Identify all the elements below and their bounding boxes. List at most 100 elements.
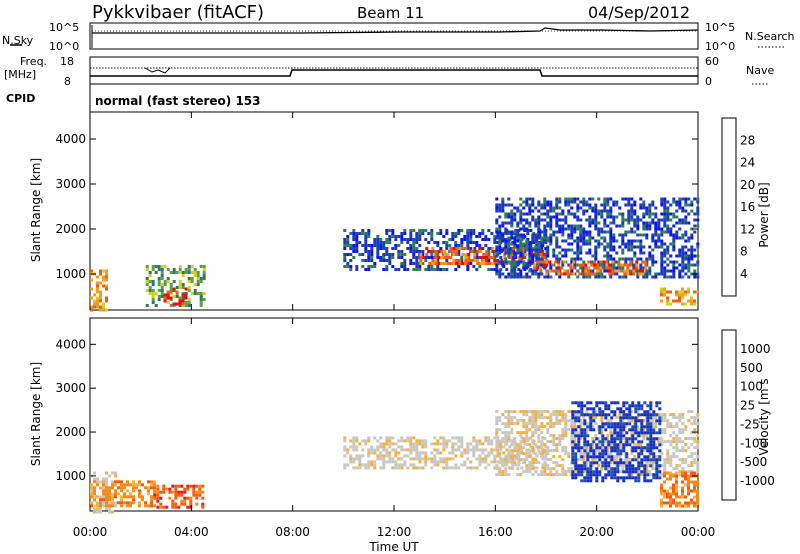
data-cell [654,227,658,231]
data-cell [687,203,691,207]
data-cell [595,455,599,459]
data-cell [586,479,590,483]
data-cell [523,442,527,446]
data-cell [574,458,578,462]
data-cell [649,404,653,408]
data-cell [636,269,640,273]
data-cell [484,454,488,458]
data-cell [636,224,640,228]
data-cell [549,221,553,225]
data-cell [567,263,571,267]
data-cell [382,460,386,464]
data-cell [546,212,550,216]
data-cell [546,410,550,414]
data-cell [510,449,514,453]
data-cell [403,463,407,467]
data-cell [678,272,682,276]
data-cell [675,200,679,204]
data-cell [666,425,670,429]
data-cell [153,483,156,487]
data-cell [594,215,598,219]
data-cell [600,212,604,216]
data-cell [621,419,625,423]
data-cell [669,464,673,468]
data-cell [439,442,443,446]
data-cell [654,239,658,243]
data-cell [150,480,153,484]
data-cell [639,239,643,243]
data-cell [516,473,520,477]
data-cell [621,212,625,216]
data-cell [364,463,368,467]
data-cell [491,247,495,250]
data-cell [516,221,520,225]
data-cell [475,439,479,443]
data-cell [546,464,550,468]
data-cell [666,419,670,423]
data-cell [696,489,699,493]
data-cell [184,293,188,297]
data-cell [696,501,699,505]
data-cell [681,458,685,462]
data-cell [487,250,491,253]
data-cell [543,218,547,222]
data-cell [636,410,640,414]
data-cell [451,232,455,235]
data-cell [612,215,616,219]
data-cell [376,250,380,253]
data-cell [391,247,395,250]
data-cell [633,200,637,204]
data-cell [484,448,488,452]
data-cell [531,203,535,207]
data-cell [678,449,682,453]
data-cell [533,266,537,270]
data-cell [606,434,610,438]
data-cell [612,458,616,462]
data-cell [605,266,609,270]
data-cell [678,431,682,435]
data-cell [655,413,659,417]
data-cell [443,253,447,256]
data-cell [597,437,601,441]
data-cell [615,416,619,420]
data-cell [687,290,690,294]
data-cell [564,416,568,420]
data-cell [507,422,511,426]
data-cell [634,449,638,453]
data-cell [451,451,455,455]
data-cell [610,440,614,444]
data-cell [421,466,425,470]
data-cell [618,413,622,417]
colorbar-tick-label: 20 [740,178,755,192]
data-cell [606,437,610,441]
data-cell [507,473,511,477]
data-cell [505,268,509,271]
data-cell [96,507,99,511]
data-cell [615,458,619,462]
data-cell [487,454,491,458]
data-cell [693,248,697,252]
data-cell [513,275,517,279]
data-cell [637,476,641,480]
data-cell [580,446,584,450]
data-cell [652,431,656,435]
data-cell [498,440,502,444]
data-cell [199,292,203,295]
data-cell [421,439,425,443]
data-cell [651,275,655,279]
data-cell [537,410,541,414]
data-cell [522,419,526,423]
data-cell [634,425,638,429]
data-cell [598,455,602,459]
data-cell [597,242,601,246]
data-cell [436,265,440,268]
freq-trace [90,69,698,77]
data-cell [663,242,667,246]
data-cell [385,454,389,458]
data-cell [577,437,581,441]
data-cell [646,437,650,441]
data-cell [678,197,682,201]
data-cell [96,504,99,508]
data-cell [645,221,649,225]
data-cell [373,262,377,265]
